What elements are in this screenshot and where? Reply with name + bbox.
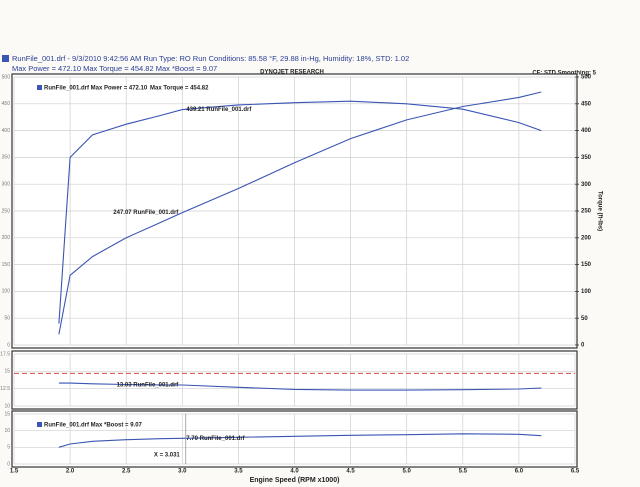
y-tick-label: 0 — [7, 461, 10, 467]
y2-tick-label: 200 — [581, 235, 592, 241]
cursor-label: 439.21 RunFile_001.drf — [186, 107, 252, 113]
y-tick-label: 100 — [2, 289, 11, 295]
y-tick-label: 200 — [2, 235, 11, 241]
y-tick-label: 400 — [2, 128, 11, 134]
y-tick-label: 12.5 — [0, 386, 10, 392]
y2-tick-label: 300 — [581, 182, 592, 188]
y2-tick-label: 50 — [581, 316, 588, 322]
legend-swatch — [37, 85, 42, 90]
y2-tick-label: 100 — [581, 289, 592, 295]
y-tick-label: 300 — [2, 182, 11, 188]
y2-tick-label: 150 — [581, 262, 592, 268]
x-tick-label: 4.0 — [290, 469, 299, 475]
x-tick-label: 2.0 — [66, 469, 75, 475]
series-line — [58, 100, 542, 324]
y-tick-label: 10 — [4, 403, 10, 409]
series-line — [58, 433, 542, 448]
y-tick-label: 10 — [4, 428, 10, 434]
y-tick-label: 5 — [7, 445, 10, 451]
x-tick-label: 5.5 — [459, 469, 468, 475]
y-tick-label: 50 — [4, 316, 10, 322]
legend-label: Max Torque = 454.82 — [150, 86, 209, 92]
y2-tick-label: 500 — [581, 75, 592, 81]
x-axis-label: Engine Speed (RPM x1000) — [250, 477, 340, 484]
y-tick-label: 0 — [7, 342, 10, 348]
y-tick-label: 15 — [4, 369, 10, 375]
y-tick-label: 450 — [2, 101, 11, 107]
x-tick-label: 6.5 — [571, 469, 580, 475]
y2-tick-label: 450 — [581, 101, 592, 107]
chart-title: DYNOJET RESEARCH — [260, 70, 324, 76]
y2-tick-label: 250 — [581, 209, 592, 215]
series-line — [58, 382, 542, 391]
cursor-label: 247.07 RunFile_001.drf — [113, 210, 179, 216]
x-tick-label: 1.5 — [10, 469, 19, 475]
y2-tick-label: 350 — [581, 155, 592, 161]
y-tick-label: 250 — [2, 208, 11, 214]
cursor-x-label: X = 3.031 — [154, 453, 181, 459]
header-file: RunFile_001.drf - 9/3/2010 9:42:56 AM Ru… — [12, 54, 409, 63]
y2-tick-label: 0 — [581, 343, 585, 349]
cursor-label: 7.70 RunFile_001.drf — [186, 436, 245, 442]
cursor-label: 13.03 RunFile_001.drf — [117, 383, 180, 389]
x-tick-label: 3.5 — [234, 469, 243, 475]
y2-axis-label: Torque (ft-lbs) — [596, 191, 602, 231]
header-maxima: Max Power = 472.10 Max Torque = 454.82 M… — [12, 64, 217, 73]
x-tick-label: 4.5 — [346, 469, 355, 475]
series-line — [58, 91, 542, 335]
y-tick-label: 17.5 — [0, 351, 10, 357]
legend-label: RunFile_001.drf Max *Boost = 9.07 — [44, 423, 143, 429]
file-icon — [2, 55, 9, 62]
y2-tick-label: 400 — [581, 128, 592, 134]
x-tick-label: 2.5 — [122, 469, 131, 475]
x-tick-label: 6.0 — [515, 469, 524, 475]
x-tick-label: 5.0 — [403, 469, 412, 475]
x-tick-label: 3.0 — [178, 469, 187, 475]
legend-label: RunFile_001.drf Max Power = 472.10 — [44, 86, 148, 92]
y-tick-label: 15 — [4, 411, 10, 417]
y-tick-label: 500 — [2, 74, 11, 80]
y-tick-label: 350 — [2, 155, 11, 161]
legend-swatch — [37, 422, 42, 427]
y-tick-label: 150 — [2, 262, 11, 268]
